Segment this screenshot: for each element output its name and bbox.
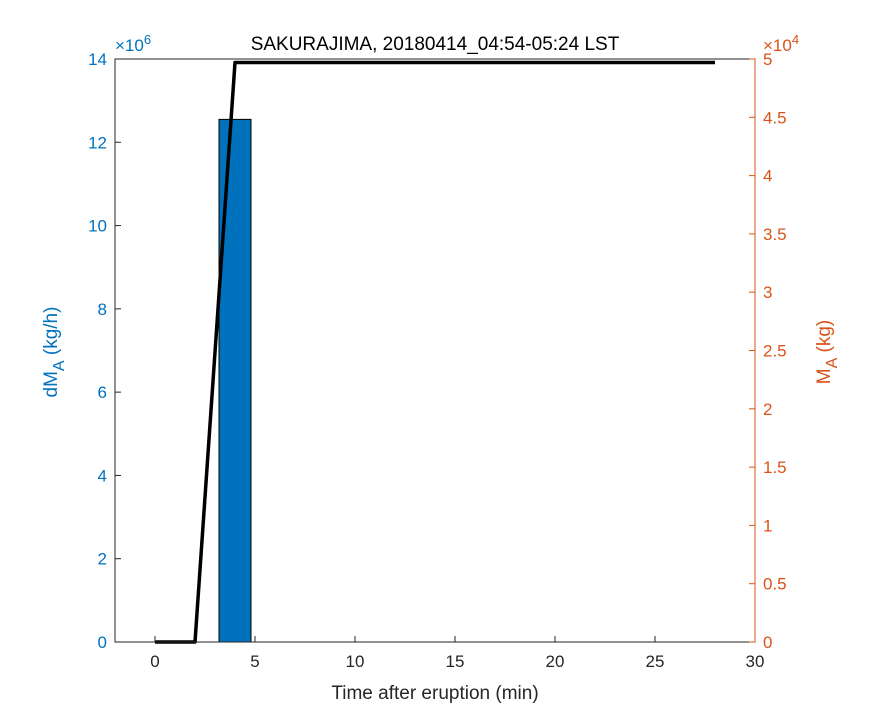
y-left-tick-label: 6: [98, 383, 107, 402]
y-left-tick-label: 2: [98, 550, 107, 569]
y-left-tick-label: 12: [88, 133, 107, 152]
x-tick-label: 15: [446, 652, 465, 671]
y-right-tick-label: 5: [763, 50, 772, 69]
y-right-tick-label: 2: [763, 400, 772, 419]
y-left-tick-label: 14: [88, 50, 107, 69]
y-axis-left: 0 2 4 6 8 10 12 14: [88, 50, 121, 652]
y-right-tick-label: 2.5: [763, 342, 787, 361]
bars: [218, 118, 252, 643]
x-tick-label: 0: [150, 652, 159, 671]
y-right-tick-label: 4.5: [763, 108, 787, 127]
y-right-tick-label: 1.5: [763, 458, 787, 477]
y-right-tick-label: 0: [763, 633, 772, 652]
y-left-tick-label: 4: [98, 466, 107, 485]
y-axis-right: 0 0.5 1 1.5 2 2.5 3 3.5 4 4.5 5: [749, 50, 787, 652]
y-right-tick-label: 0.5: [763, 575, 787, 594]
x-axis: 0 5 10 15 20 25 30: [150, 636, 764, 671]
y-left-tick-label: 10: [88, 217, 107, 236]
x-tick-label: 10: [346, 652, 365, 671]
y-right-tick-label: 3: [763, 283, 772, 302]
y-left-label: dMA (kg/h): [41, 307, 68, 398]
plot-frame: [114, 58, 756, 643]
x-tick-label: 25: [646, 652, 665, 671]
x-axis-label: Time after eruption (min): [331, 683, 538, 704]
x-tick-label: 20: [546, 652, 565, 671]
y-right-tick-label: 4: [763, 167, 772, 186]
y-right-exponent: ×104: [763, 32, 799, 55]
x-tick-label: 30: [746, 652, 765, 671]
y-left-exponent: ×106: [115, 32, 151, 55]
bar-0: [218, 118, 252, 643]
y-left-tick-label: 8: [98, 300, 107, 319]
x-tick-label: 5: [250, 652, 259, 671]
y-right-tick-label: 3.5: [763, 225, 787, 244]
chart-title: SAKURAJIMA, 20180414_04:54-05:24 LST: [251, 34, 620, 55]
y-right-tick-label: 1: [763, 516, 772, 535]
y-right-label: MA (kg): [814, 320, 841, 385]
y-left-tick-label: 0: [98, 633, 107, 652]
